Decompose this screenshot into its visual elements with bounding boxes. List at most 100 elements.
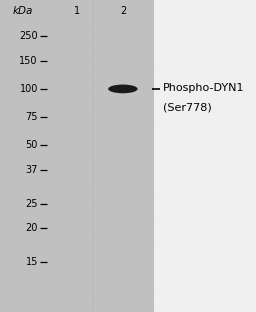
Point: [25, 141, 29, 146]
Point: [74, 230, 78, 235]
Point: [90, 107, 94, 112]
Point: [89, 75, 93, 80]
Point: [115, 140, 119, 145]
Point: [78, 173, 82, 178]
Point: [137, 190, 141, 195]
Point: [113, 22, 118, 27]
Point: [29, 117, 34, 122]
Point: [39, 262, 43, 267]
Point: [98, 228, 102, 233]
Point: [39, 163, 43, 168]
Point: [3, 308, 7, 312]
Point: [62, 202, 66, 207]
Point: [68, 100, 72, 105]
Point: [8, 171, 12, 176]
Point: [143, 294, 147, 299]
Point: [32, 204, 36, 209]
Point: [148, 218, 153, 223]
Point: [128, 117, 132, 122]
Point: [85, 226, 89, 231]
Point: [131, 164, 135, 169]
Point: [76, 114, 80, 119]
Point: [126, 187, 131, 192]
Point: [132, 27, 136, 32]
Point: [24, 139, 28, 144]
Point: [37, 143, 41, 148]
Point: [135, 182, 139, 187]
Point: [111, 216, 115, 221]
Point: [59, 1, 63, 6]
Point: [121, 73, 125, 78]
Point: [0, 201, 4, 206]
Point: [87, 73, 91, 78]
Point: [126, 70, 130, 75]
Point: [41, 49, 45, 54]
Point: [39, 292, 43, 297]
Point: [130, 173, 134, 178]
Point: [42, 286, 46, 291]
Point: [44, 24, 48, 29]
Point: [111, 233, 115, 238]
Point: [90, 119, 94, 124]
Point: [140, 61, 144, 66]
Point: [119, 45, 123, 50]
Point: [31, 174, 35, 179]
Point: [152, 207, 156, 212]
Point: [65, 14, 69, 19]
Point: [111, 52, 115, 57]
Point: [115, 303, 119, 308]
Point: [118, 206, 122, 211]
Point: [132, 179, 136, 184]
Point: [30, 258, 35, 263]
Point: [101, 124, 105, 129]
Point: [121, 212, 125, 217]
Point: [69, 241, 73, 246]
Point: [37, 281, 41, 286]
Point: [43, 175, 47, 180]
Point: [118, 72, 122, 77]
Point: [12, 106, 16, 111]
Point: [89, 107, 93, 112]
Point: [67, 262, 71, 267]
Point: [15, 204, 19, 209]
Point: [108, 194, 112, 199]
Point: [12, 80, 16, 85]
Point: [17, 248, 21, 253]
Point: [146, 9, 150, 14]
Point: [140, 244, 144, 249]
Point: [149, 186, 153, 191]
Point: [19, 278, 23, 283]
Point: [15, 2, 19, 7]
Point: [103, 274, 107, 279]
Point: [28, 105, 32, 110]
Point: [100, 76, 104, 81]
Point: [33, 33, 37, 38]
Point: [80, 22, 84, 27]
Point: [148, 33, 152, 38]
Point: [48, 101, 52, 106]
Point: [63, 251, 67, 256]
Point: [28, 22, 32, 27]
Point: [62, 207, 67, 212]
Point: [125, 223, 130, 228]
Point: [33, 106, 37, 111]
Point: [111, 296, 115, 301]
Point: [143, 240, 147, 245]
Point: [52, 33, 56, 38]
Point: [46, 27, 50, 32]
Point: [130, 13, 134, 18]
Point: [116, 295, 120, 300]
Point: [29, 281, 33, 286]
Point: [46, 271, 50, 276]
Point: [5, 45, 9, 50]
Point: [132, 8, 136, 13]
Point: [110, 144, 114, 149]
Point: [62, 39, 66, 44]
Point: [5, 64, 9, 69]
Point: [147, 216, 151, 221]
Point: [151, 42, 155, 47]
Point: [8, 307, 12, 312]
Point: [36, 158, 40, 163]
Point: [43, 182, 47, 187]
Point: [105, 270, 109, 275]
